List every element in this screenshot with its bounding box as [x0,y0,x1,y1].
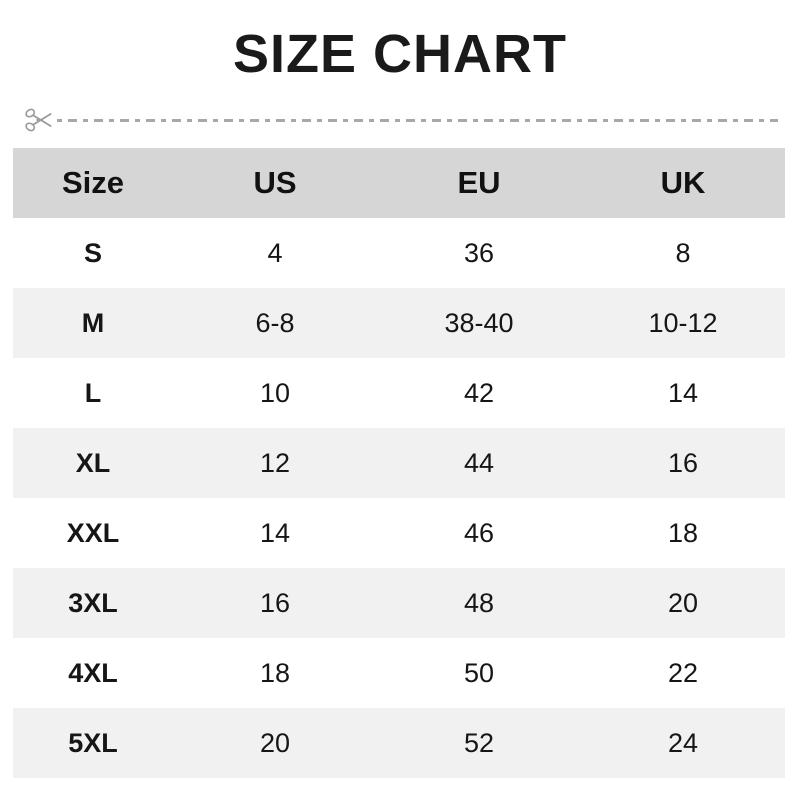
cell-eu: 44 [463,447,495,478]
cell-us: 20 [259,727,291,758]
cell-us: 6-8 [255,307,295,338]
cell-us: 12 [259,447,291,478]
cell-uk: 18 [667,517,699,548]
cell-uk: 24 [667,727,699,758]
cell-uk: 14 [667,377,699,408]
size-chart-table: Size US EU UK S 4 36 8 M 6-8 38-40 10-12 [13,148,785,778]
table-row: XL 12 44 16 [13,428,785,498]
table-row: 3XL 16 48 20 [13,568,785,638]
cell-eu: 52 [463,727,495,758]
column-header-uk: UK [581,148,785,218]
table-row: L 10 42 14 [13,358,785,428]
cell-eu: 38-40 [444,307,514,338]
cell-size: XL [75,447,111,478]
cell-uk: 20 [667,587,699,618]
table-row: XXL 14 46 18 [13,498,785,568]
column-header-us: US [173,148,377,218]
cell-eu: 50 [463,657,495,688]
cell-eu: 42 [463,377,495,408]
cell-us: 4 [267,237,283,268]
cell-eu: 46 [463,517,495,548]
cell-uk: 10-12 [648,307,718,338]
cell-us: 18 [259,657,291,688]
cell-size: XXL [66,517,120,548]
cell-eu: 36 [463,237,495,268]
cell-size: 3XL [68,587,118,618]
table-row: M 6-8 38-40 10-12 [13,288,785,358]
table-row: 5XL 20 52 24 [13,708,785,778]
cell-size: L [84,377,102,408]
cell-size: S [83,237,102,268]
cell-uk: 8 [675,237,691,268]
cell-us: 10 [259,377,291,408]
cell-eu: 48 [463,587,495,618]
cell-us: 16 [259,587,291,618]
dashed-cut-rule [57,118,778,122]
cell-size: M [81,307,105,338]
cell-us: 14 [259,517,291,548]
cell-uk: 22 [667,657,699,688]
cell-size: 4XL [68,657,118,688]
cell-uk: 16 [667,447,699,478]
table-row: 4XL 18 50 22 [13,638,785,708]
column-header-size: Size [13,148,173,218]
table-header-row: Size US EU UK [13,148,785,218]
scissors-icon [22,103,56,137]
cut-here-line [22,103,778,137]
size-table-container: Size US EU UK S 4 36 8 M 6-8 38-40 10-12 [13,148,785,778]
cell-size: 5XL [68,727,118,758]
table-row: S 4 36 8 [13,218,785,288]
column-header-eu: EU [377,148,581,218]
page-title: SIZE CHART [233,24,567,84]
